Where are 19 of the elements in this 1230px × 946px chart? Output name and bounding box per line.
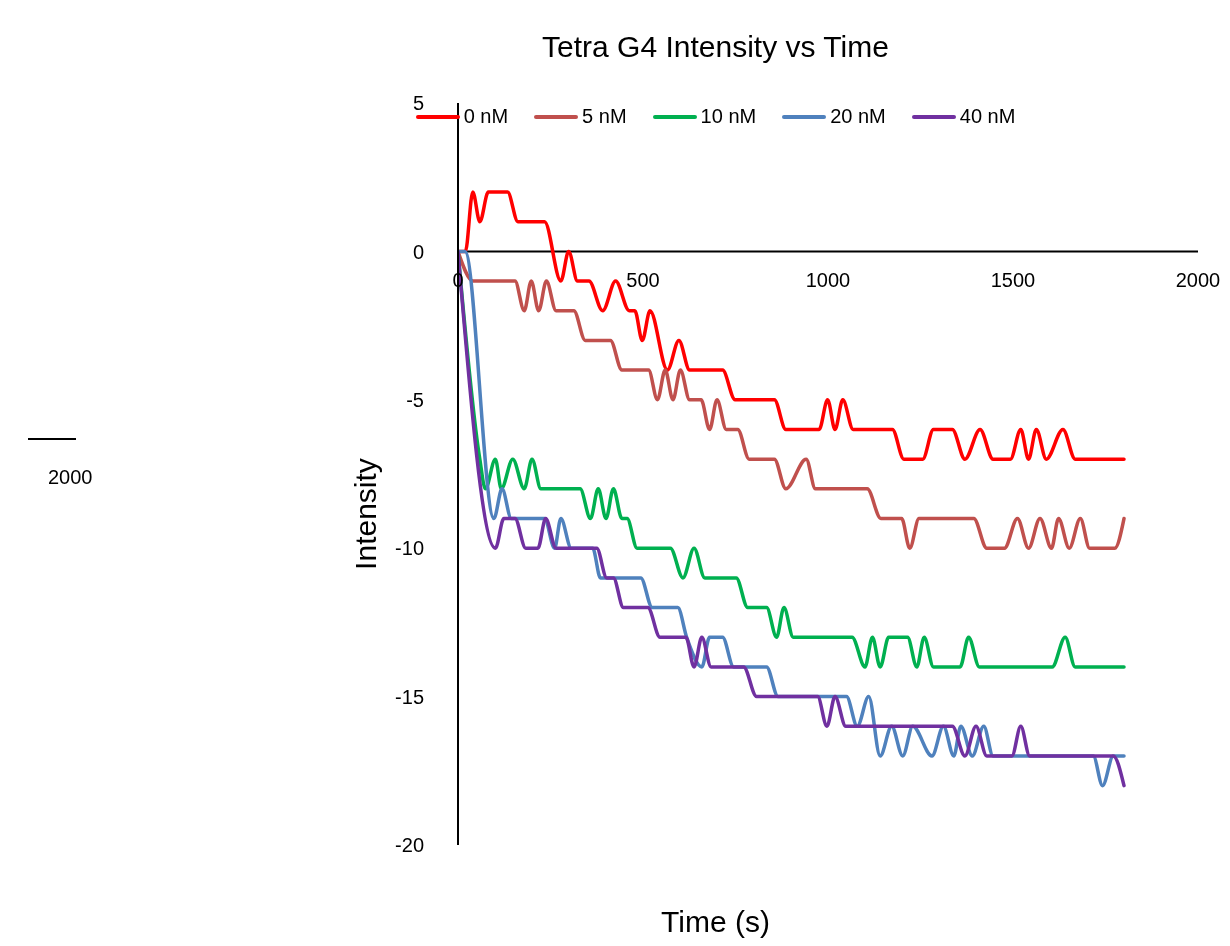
legend-label: 10 nM	[700, 105, 757, 128]
y-tick-label: 0	[412, 240, 424, 263]
x-tick-label: 1500	[990, 269, 1036, 292]
y-tick-label: -5	[406, 388, 424, 411]
y-tick-label: -10	[395, 537, 424, 560]
legend-label: 20 nM	[830, 105, 886, 128]
legend-label: 40 nM	[959, 105, 1016, 128]
text: 2000	[48, 466, 93, 489]
y-axis-title: Intensity	[349, 458, 383, 570]
legend-label: 5 nM	[582, 105, 627, 128]
y-tick-label: -15	[395, 685, 424, 708]
y-tick-label: -20	[395, 834, 424, 857]
x-axis-title: Time (s)	[660, 905, 771, 939]
legend-label: 0 nM	[463, 105, 509, 128]
x-tick-label: 1000	[805, 269, 851, 292]
x-tick-label: 500	[626, 269, 660, 292]
chart-title: Tetra G4 Intensity vs Time	[541, 30, 890, 64]
y-tick-label: 5	[412, 92, 424, 115]
x-tick-label: 2000	[1175, 269, 1221, 292]
